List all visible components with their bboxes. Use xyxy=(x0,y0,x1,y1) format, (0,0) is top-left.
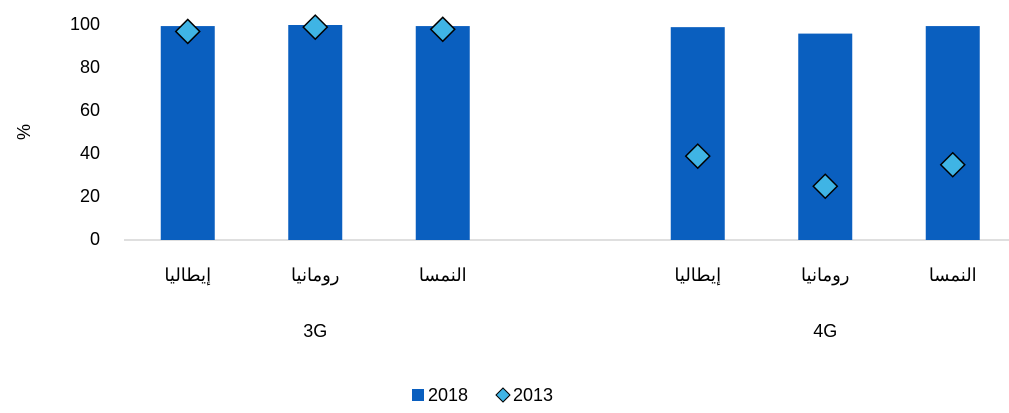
x-tick-label: النمسا xyxy=(929,265,977,285)
diamond-marker xyxy=(684,143,711,170)
diamond-marker xyxy=(174,18,201,45)
bar xyxy=(925,26,980,241)
legend-swatch xyxy=(495,387,511,403)
legend-swatch xyxy=(412,389,424,401)
legend-label: 2013 xyxy=(513,385,553,405)
diamond-marker xyxy=(812,173,839,200)
group-label: 4G xyxy=(813,321,837,341)
legend-label: 2018 xyxy=(428,385,468,405)
group-label: 3G xyxy=(303,321,327,341)
y-axis-label: % xyxy=(14,124,34,140)
x-tick-label: رومانيا xyxy=(801,265,849,286)
y-tick-label: 60 xyxy=(80,100,100,120)
x-tick-label: رومانيا xyxy=(291,265,339,286)
y-tick-label: 80 xyxy=(80,57,100,77)
diamond-marker xyxy=(939,151,966,178)
x-tick-label: النمسا xyxy=(419,265,467,285)
diamond-marker xyxy=(429,16,456,43)
x-tick-label: إيطاليا xyxy=(164,265,211,286)
bar xyxy=(670,27,725,241)
y-tick-label: 0 xyxy=(90,229,100,249)
y-tick-label: 100 xyxy=(70,14,100,34)
diamond-marker xyxy=(302,14,329,41)
y-tick-label: 40 xyxy=(80,143,100,163)
y-tick-label: 20 xyxy=(80,186,100,206)
bar xyxy=(798,33,853,240)
x-tick-label: إيطاليا xyxy=(674,265,721,286)
bar xyxy=(288,25,343,240)
bar xyxy=(415,26,470,241)
bar xyxy=(160,26,215,241)
